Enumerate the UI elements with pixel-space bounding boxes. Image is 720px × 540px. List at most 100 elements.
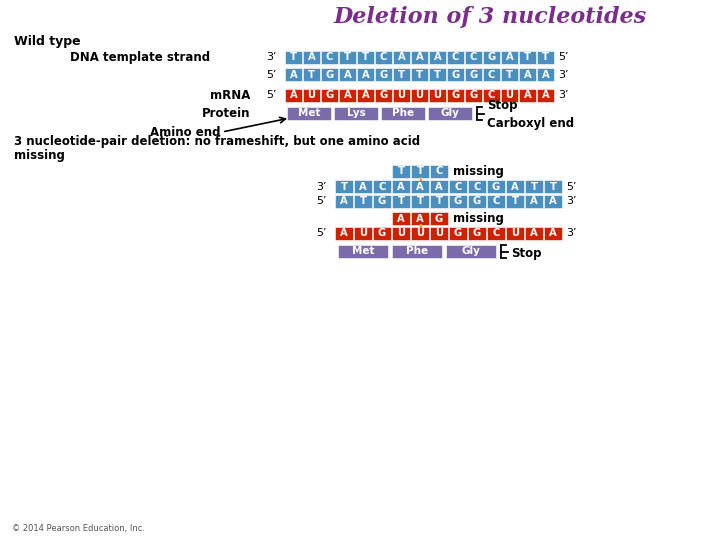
FancyBboxPatch shape: [429, 68, 446, 81]
FancyBboxPatch shape: [483, 89, 500, 102]
Text: U: U: [435, 228, 443, 239]
FancyBboxPatch shape: [335, 180, 353, 193]
Text: C: C: [492, 228, 500, 239]
Text: A: A: [549, 197, 557, 206]
FancyBboxPatch shape: [411, 227, 429, 240]
FancyBboxPatch shape: [487, 227, 505, 240]
Text: T: T: [531, 181, 538, 192]
Text: A: A: [397, 213, 405, 224]
FancyBboxPatch shape: [393, 51, 410, 64]
FancyBboxPatch shape: [430, 227, 448, 240]
Text: U: U: [307, 91, 315, 100]
Text: 5’: 5’: [266, 91, 277, 100]
FancyBboxPatch shape: [411, 51, 428, 64]
Text: Deletion of 3 nucleotides: Deletion of 3 nucleotides: [333, 6, 647, 28]
Text: A: A: [435, 181, 443, 192]
Text: A: A: [359, 181, 367, 192]
Text: T: T: [434, 70, 441, 79]
FancyBboxPatch shape: [428, 107, 472, 120]
Text: C: C: [492, 197, 500, 206]
FancyBboxPatch shape: [303, 51, 320, 64]
Text: T: T: [506, 70, 513, 79]
Text: G: G: [451, 70, 459, 79]
Text: A: A: [343, 91, 351, 100]
Text: T: T: [542, 52, 549, 63]
Text: T: T: [362, 52, 369, 63]
Text: © 2014 Pearson Education, Inc.: © 2014 Pearson Education, Inc.: [12, 523, 145, 532]
FancyBboxPatch shape: [501, 51, 518, 64]
Text: A: A: [397, 181, 405, 192]
Text: T: T: [341, 181, 348, 192]
FancyBboxPatch shape: [357, 89, 374, 102]
FancyBboxPatch shape: [449, 195, 467, 208]
Text: C: C: [436, 166, 443, 177]
Text: Protein: Protein: [202, 107, 250, 120]
Text: A: A: [416, 213, 424, 224]
FancyBboxPatch shape: [339, 89, 356, 102]
Text: U: U: [511, 228, 519, 239]
FancyBboxPatch shape: [506, 195, 524, 208]
Text: 3’: 3’: [566, 228, 577, 239]
Text: Amino end: Amino end: [150, 126, 220, 139]
FancyBboxPatch shape: [393, 68, 410, 81]
Text: Stop: Stop: [487, 98, 518, 111]
FancyBboxPatch shape: [487, 195, 505, 208]
FancyBboxPatch shape: [303, 68, 320, 81]
FancyBboxPatch shape: [357, 51, 374, 64]
FancyBboxPatch shape: [447, 51, 464, 64]
Text: A: A: [361, 91, 369, 100]
FancyBboxPatch shape: [483, 68, 500, 81]
Text: T: T: [549, 181, 557, 192]
Text: A: A: [343, 70, 351, 79]
Text: U: U: [433, 91, 441, 100]
Text: 3’: 3’: [317, 181, 327, 192]
Text: Gly: Gly: [441, 109, 459, 118]
Text: A: A: [523, 91, 531, 100]
Text: C: C: [326, 52, 333, 63]
Text: T: T: [511, 197, 518, 206]
FancyBboxPatch shape: [339, 68, 356, 81]
Text: A: A: [549, 228, 557, 239]
Text: G: G: [379, 91, 387, 100]
Text: T: T: [397, 197, 405, 206]
Text: A: A: [530, 197, 538, 206]
Text: G: G: [473, 228, 481, 239]
Text: U: U: [416, 228, 424, 239]
Text: Lys: Lys: [346, 109, 365, 118]
FancyBboxPatch shape: [519, 51, 536, 64]
FancyBboxPatch shape: [468, 195, 486, 208]
FancyBboxPatch shape: [430, 165, 448, 178]
FancyBboxPatch shape: [537, 89, 554, 102]
Text: missing: missing: [14, 148, 65, 161]
FancyBboxPatch shape: [487, 180, 505, 193]
FancyBboxPatch shape: [375, 68, 392, 81]
Text: Phe: Phe: [406, 246, 428, 256]
Text: Stop: Stop: [511, 247, 541, 260]
FancyBboxPatch shape: [357, 68, 374, 81]
Text: G: G: [451, 91, 459, 100]
Text: mRNA: mRNA: [210, 89, 250, 102]
FancyBboxPatch shape: [285, 68, 302, 81]
Text: Wild type: Wild type: [14, 36, 81, 49]
Text: U: U: [505, 91, 513, 100]
FancyBboxPatch shape: [373, 195, 391, 208]
Text: G: G: [435, 213, 443, 224]
FancyBboxPatch shape: [321, 68, 338, 81]
Text: G: G: [378, 228, 386, 239]
FancyBboxPatch shape: [373, 227, 391, 240]
FancyBboxPatch shape: [411, 180, 429, 193]
Text: T: T: [359, 197, 366, 206]
Text: G: G: [325, 70, 333, 79]
FancyBboxPatch shape: [285, 89, 302, 102]
Text: T: T: [416, 197, 423, 206]
Text: 5’: 5’: [317, 197, 327, 206]
Text: T: T: [416, 166, 423, 177]
Text: T: T: [524, 52, 531, 63]
Text: Met: Met: [298, 109, 320, 118]
FancyBboxPatch shape: [506, 180, 524, 193]
Text: C: C: [473, 181, 481, 192]
Text: G: G: [325, 91, 333, 100]
FancyBboxPatch shape: [373, 180, 391, 193]
Text: missing: missing: [453, 212, 504, 225]
Text: U: U: [415, 91, 423, 100]
